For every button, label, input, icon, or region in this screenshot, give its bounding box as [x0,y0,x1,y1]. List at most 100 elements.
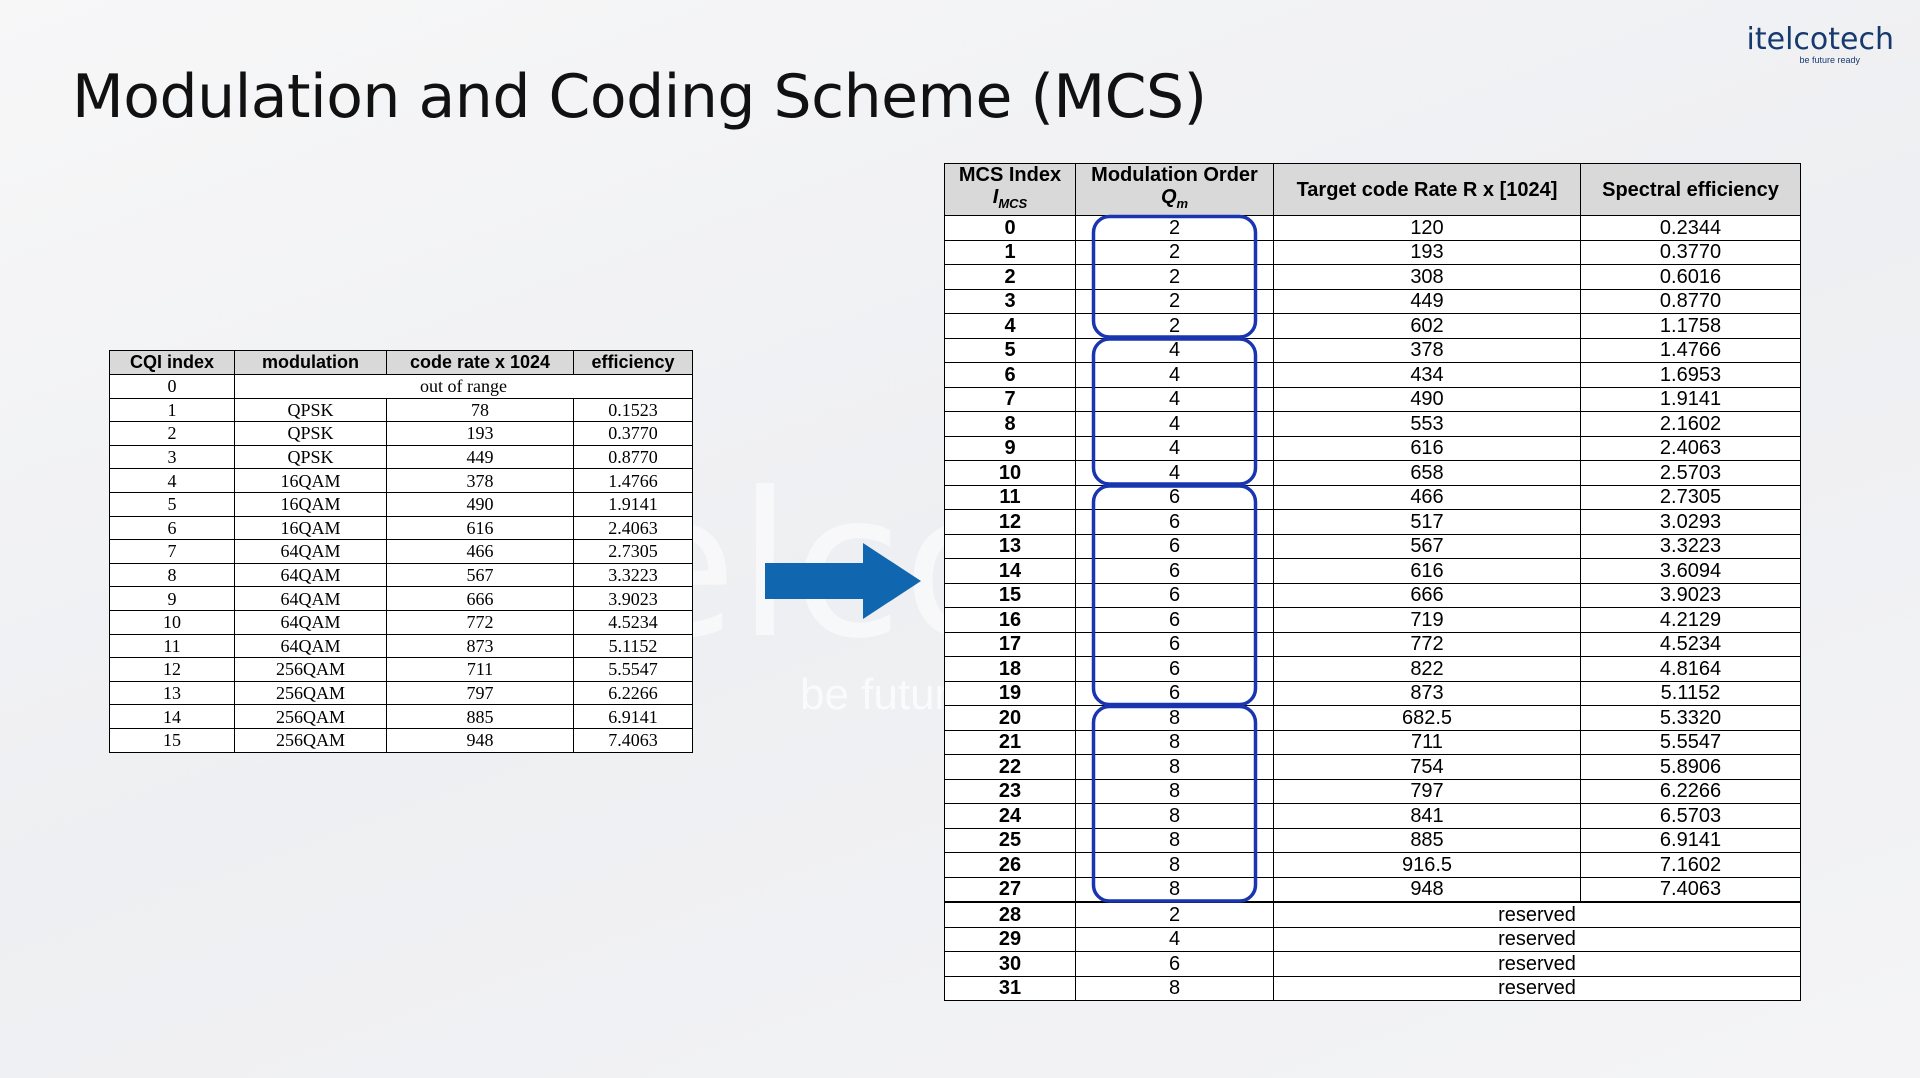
header-text: Target code Rate R x [1024] [1296,178,1558,201]
header-cell: Modulation Order Qm [1075,163,1274,216]
table-cell: 8 [1075,975,1274,1001]
table-cell: 885 [386,704,574,729]
table-cell: 30 [944,951,1076,977]
table-cell: 4 [1075,435,1274,461]
table-row: 18 6 822 4.8164 [944,656,1801,682]
table-cell: 16QAM [234,491,387,517]
table-cell: 6 [1075,607,1274,633]
table-cell: QPSK [234,421,387,446]
table-row: 27 8 948 7.4063 [944,876,1801,903]
mcs-table: MCS Index IMCS Modulation Order Qm Target co… [944,163,1801,1001]
header-row: CQI index modulation code rate x 1024 effic… [109,350,693,375]
table-cell: 5.8906 [1580,754,1801,780]
table-row: 2 QPSK 193 0.3770 [109,421,693,446]
table-cell: QPSK [234,444,387,470]
table-cell: 772 [386,609,574,635]
table-cell: 0.3770 [1580,239,1801,265]
table-row: 1 2 193 0.3770 [944,239,1801,265]
table-row: 1 QPSK 78 0.1523 [109,397,693,423]
table-cell: 602 [1273,313,1581,339]
table-cell: 8 [1075,729,1274,755]
header-row: MCS Index IMCS Modulation Order Qm Target co… [944,163,1801,216]
table-row: 30 6 reserved [944,951,1801,977]
table-row: 28 2 reserved [944,901,1801,928]
table-cell: 4 [1075,362,1274,388]
header-cell: modulation [234,350,387,375]
table-cell: 256QAM [234,704,387,729]
table-row: 17 6 772 4.5234 [944,631,1801,657]
table-row: 22 8 754 5.8906 [944,754,1801,780]
table-cell: 308 [1273,264,1581,290]
table-row: 8 64QAM 567 3.3223 [109,562,693,588]
table-cell: QPSK [234,397,387,423]
table-row: 7 4 490 1.9141 [944,386,1801,412]
table-row: 8 4 553 2.1602 [944,411,1801,437]
table-cell: 24 [944,803,1076,829]
table-cell: 666 [1273,582,1581,608]
table-row: 12 256QAM 711 5.5547 [109,657,693,682]
table-cell: 3.9023 [573,586,693,611]
table-row: 11 6 466 2.7305 [944,484,1801,510]
table-cell: 711 [1273,729,1581,755]
table-cell: 7 [109,539,235,564]
table-cell: 3.3223 [573,562,693,588]
table-cell: 4 [1075,386,1274,412]
table-cell: reserved [1273,951,1801,977]
table-row: 11 64QAM 873 5.1152 [109,633,693,659]
table-cell: 616 [386,515,574,541]
table-row: 13 256QAM 797 6.2266 [109,680,693,706]
table-cell: 2.7305 [573,539,693,564]
table-cell: 11 [944,484,1076,510]
table-cell: 21 [944,729,1076,755]
table-cell: 841 [1273,803,1581,829]
table-row: 26 8 916.5 7.1602 [944,852,1801,878]
table-cell: 18 [944,656,1076,682]
table-cell: 29 [944,926,1076,952]
table-cell: 4 [1075,411,1274,437]
table-row: 9 4 616 2.4063 [944,435,1801,461]
table-cell: 8 [1075,827,1274,853]
table-row: 0 out of range [109,374,693,399]
table-cell: 6 [1075,509,1274,535]
table-cell: 6 [1075,582,1274,608]
table-row: 14 6 616 3.6094 [944,558,1801,584]
table-row: 15 256QAM 948 7.4063 [109,727,693,753]
table-cell: 31 [944,975,1076,1001]
table-cell: 466 [386,539,574,564]
table-cell: 23 [944,778,1076,804]
table-cell: 193 [386,421,574,446]
table-cell: 2 [1075,264,1274,290]
header-cell: Spectral efficiency [1580,163,1801,216]
table-cell: 4.5234 [1580,631,1801,657]
table-cell: 16QAM [234,468,387,493]
table-cell: 15 [109,727,235,753]
table-cell: 8 [1075,754,1274,780]
table-cell: 64QAM [234,609,387,635]
table-cell: 17 [944,631,1076,657]
table-cell: 378 [386,468,574,493]
table-row: 2 2 308 0.6016 [944,264,1801,290]
table-cell: 6 [944,362,1076,388]
table-cell: 553 [1273,411,1581,437]
table-cell: 1.6953 [1580,362,1801,388]
table-row: 21 8 711 5.5547 [944,729,1801,755]
header-cell: CQI index [109,350,235,375]
table-cell: 6 [109,515,235,541]
header-text: Spectral efficiency [1602,178,1779,201]
table-cell: 13 [109,680,235,706]
table-row: 10 4 658 2.5703 [944,460,1801,486]
table-cell: 6.2266 [1580,778,1801,804]
table-row: 0 2 120 0.2344 [944,215,1801,241]
table-cell: 8 [1075,852,1274,878]
logo-name: itelcotech [1746,22,1894,57]
table-cell: 666 [386,586,574,611]
table-cell: 8 [944,411,1076,437]
table-cell: reserved [1273,901,1801,928]
table-cell: 16QAM [234,515,387,541]
table-cell: 4.5234 [573,609,693,635]
table-cell: 0.1523 [573,397,693,423]
table-cell: 78 [386,397,574,423]
table-cell: 772 [1273,631,1581,657]
table-cell: 719 [1273,607,1581,633]
slide-title: Modulation and Coding Scheme (MCS) [72,62,1207,132]
